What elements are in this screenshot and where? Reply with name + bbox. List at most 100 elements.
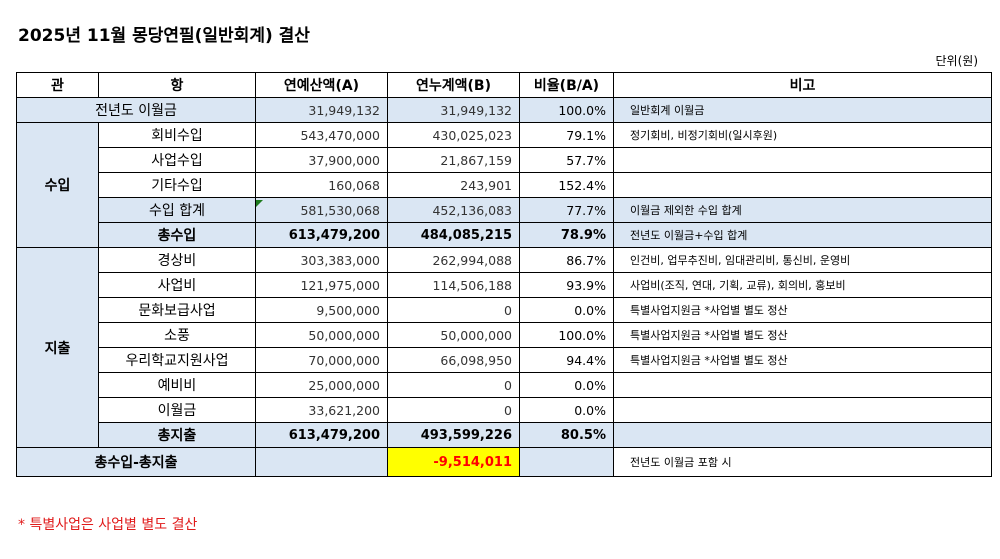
row-actual: 430,025,023 — [387, 122, 520, 148]
row-ratio: 152.4% — [519, 172, 614, 198]
row-label: 문화보급사업 — [98, 297, 256, 323]
row-actual: 21,867,159 — [387, 147, 520, 173]
row-budget: 70,000,000 — [255, 347, 388, 373]
carryover-actual: 31,949,132 — [387, 97, 520, 123]
row-label: 사업수입 — [98, 147, 256, 173]
row-label: 사업비 — [98, 272, 256, 298]
table-row: 예비비 25,000,000 0 0.0% — [17, 372, 992, 398]
row-budget: 25,000,000 — [255, 372, 388, 398]
cell-comment-marker — [256, 200, 263, 207]
row-note: 특별사업지원금 *사업별 별도 정산 — [613, 297, 992, 323]
income-total-budget: 613,479,200 — [255, 222, 388, 248]
row-budget: 303,383,000 — [255, 247, 388, 273]
row-ratio: 86.7% — [519, 247, 614, 273]
income-subtotal-actual: 452,136,083 — [387, 197, 520, 223]
row-ratio: 100.0% — [519, 322, 614, 348]
row-label: 예비비 — [98, 372, 256, 398]
income-subtotal-note: 이월금 제외한 수입 합계 — [613, 197, 992, 223]
row-note: 정기회비, 비정기회비(일시후원) — [613, 122, 992, 148]
row-ratio: 0.0% — [519, 372, 614, 398]
income-total-actual: 484,085,215 — [387, 222, 520, 248]
expense-total-row: 총지출 613,479,200 493,599,226 80.5% — [17, 422, 992, 448]
row-ratio: 57.7% — [519, 147, 614, 173]
balance-ratio — [519, 447, 614, 477]
table-row: 이월금 33,621,200 0 0.0% — [17, 397, 992, 423]
income-total-ratio: 78.9% — [519, 222, 614, 248]
unit-label: 단위(원) — [935, 54, 978, 68]
header-actual: 연누계액(B) — [387, 72, 520, 98]
table-header-row: 관 항 연예산액(A) 연누계액(B) 비율(B/A) 비고 — [16, 72, 992, 98]
carryover-budget: 31,949,132 — [255, 97, 388, 123]
table-row: 수입 회비수입 543,470,000 430,025,023 79.1% 정기… — [16, 122, 992, 248]
income-subtotal-ratio: 77.7% — [519, 197, 614, 223]
row-ratio: 0.0% — [519, 297, 614, 323]
balance-label: 총수입-총지출 — [16, 447, 256, 477]
row-ratio: 79.1% — [519, 122, 614, 148]
expense-total-note — [613, 422, 992, 448]
header-gwan: 관 — [16, 72, 99, 98]
carryover-note: 일반회계 이월금 — [613, 97, 992, 123]
income-subtotal-budget: 581,530,068 — [255, 197, 388, 223]
expense-total-actual: 493,599,226 — [387, 422, 520, 448]
row-ratio: 0.0% — [519, 397, 614, 423]
header-note: 비고 — [613, 72, 992, 98]
row-actual: 114,506,188 — [387, 272, 520, 298]
row-budget: 160,068 — [255, 172, 388, 198]
carryover-ratio: 100.0% — [519, 97, 614, 123]
row-actual: 0 — [387, 397, 520, 423]
row-note — [613, 372, 992, 398]
expense-total-label: 총지출 — [98, 422, 256, 448]
row-budget: 9,500,000 — [255, 297, 388, 323]
income-subtotal-label: 수입 합계 — [98, 197, 256, 223]
table-row: 우리학교지원사업 70,000,000 66,098,950 94.4% 특별사… — [17, 347, 992, 373]
balance-note: 전년도 이월금 포함 시 — [613, 447, 992, 477]
balance-actual: -9,514,011 — [387, 447, 520, 477]
row-label: 우리학교지원사업 — [98, 347, 256, 373]
row-ratio: 93.9% — [519, 272, 614, 298]
page-title: 2025년 11월 몽당연필(일반회계) 결산 — [18, 26, 310, 46]
table-row: 소풍 50,000,000 50,000,000 100.0% 특별사업지원금 … — [17, 322, 992, 348]
row-actual: 50,000,000 — [387, 322, 520, 348]
row-actual: 66,098,950 — [387, 347, 520, 373]
row-note — [613, 147, 992, 173]
row-actual: 243,901 — [387, 172, 520, 198]
table-row: 문화보급사업 9,500,000 0 0.0% 특별사업지원금 *사업별 별도 … — [17, 297, 992, 323]
row-note: 사업비(조직, 연대, 기획, 교류), 회의비, 홍보비 — [613, 272, 992, 298]
row-label: 소풍 — [98, 322, 256, 348]
row-actual: 0 — [387, 372, 520, 398]
income-subtotal-row: 수입 합계 581,530,068 452,136,083 77.7% 이월금 … — [17, 197, 992, 223]
carryover-label: 전년도 이월금 — [16, 97, 256, 123]
row-note: 특별사업지원금 *사업별 별도 정산 — [613, 347, 992, 373]
row-note — [613, 172, 992, 198]
row-actual: 262,994,088 — [387, 247, 520, 273]
row-label: 회비수입 — [98, 122, 256, 148]
row-budget: 37,900,000 — [255, 147, 388, 173]
income-total-row: 총수입 613,479,200 484,085,215 78.9% 전년도 이월… — [17, 222, 992, 248]
header-budget: 연예산액(A) — [255, 72, 388, 98]
header-ratio: 비율(B/A) — [519, 72, 614, 98]
row-actual: 0 — [387, 297, 520, 323]
income-total-note: 전년도 이월금+수입 합계 — [613, 222, 992, 248]
table-row: 지출 경상비 303,383,000 262,994,088 86.7% 인건비… — [16, 247, 992, 448]
expense-total-ratio: 80.5% — [519, 422, 614, 448]
expense-group-label: 지출 — [16, 247, 99, 448]
income-group-label: 수입 — [16, 122, 99, 248]
row-budget: 33,621,200 — [255, 397, 388, 423]
row-budget: 50,000,000 — [255, 322, 388, 348]
expense-total-budget: 613,479,200 — [255, 422, 388, 448]
balance-row: 총수입-총지출 -9,514,011 전년도 이월금 포함 시 — [16, 447, 992, 477]
row-label: 기타수입 — [98, 172, 256, 198]
row-budget: 121,975,000 — [255, 272, 388, 298]
carryover-row: 전년도 이월금 31,949,132 31,949,132 100.0% 일반회… — [16, 97, 992, 123]
footnote: * 특별사업은 사업별 별도 결산 — [18, 517, 198, 533]
row-label: 이월금 — [98, 397, 256, 423]
row-ratio: 94.4% — [519, 347, 614, 373]
row-note: 특별사업지원금 *사업별 별도 정산 — [613, 322, 992, 348]
settlement-table: 관 항 연예산액(A) 연누계액(B) 비율(B/A) 비고 전년도 이월금 3… — [16, 72, 992, 477]
balance-budget — [255, 447, 388, 477]
header-hang: 항 — [98, 72, 256, 98]
row-note — [613, 397, 992, 423]
table-row: 기타수입 160,068 243,901 152.4% — [17, 172, 992, 198]
table-row: 사업비 121,975,000 114,506,188 93.9% 사업비(조직… — [17, 272, 992, 298]
income-total-label: 총수입 — [98, 222, 256, 248]
